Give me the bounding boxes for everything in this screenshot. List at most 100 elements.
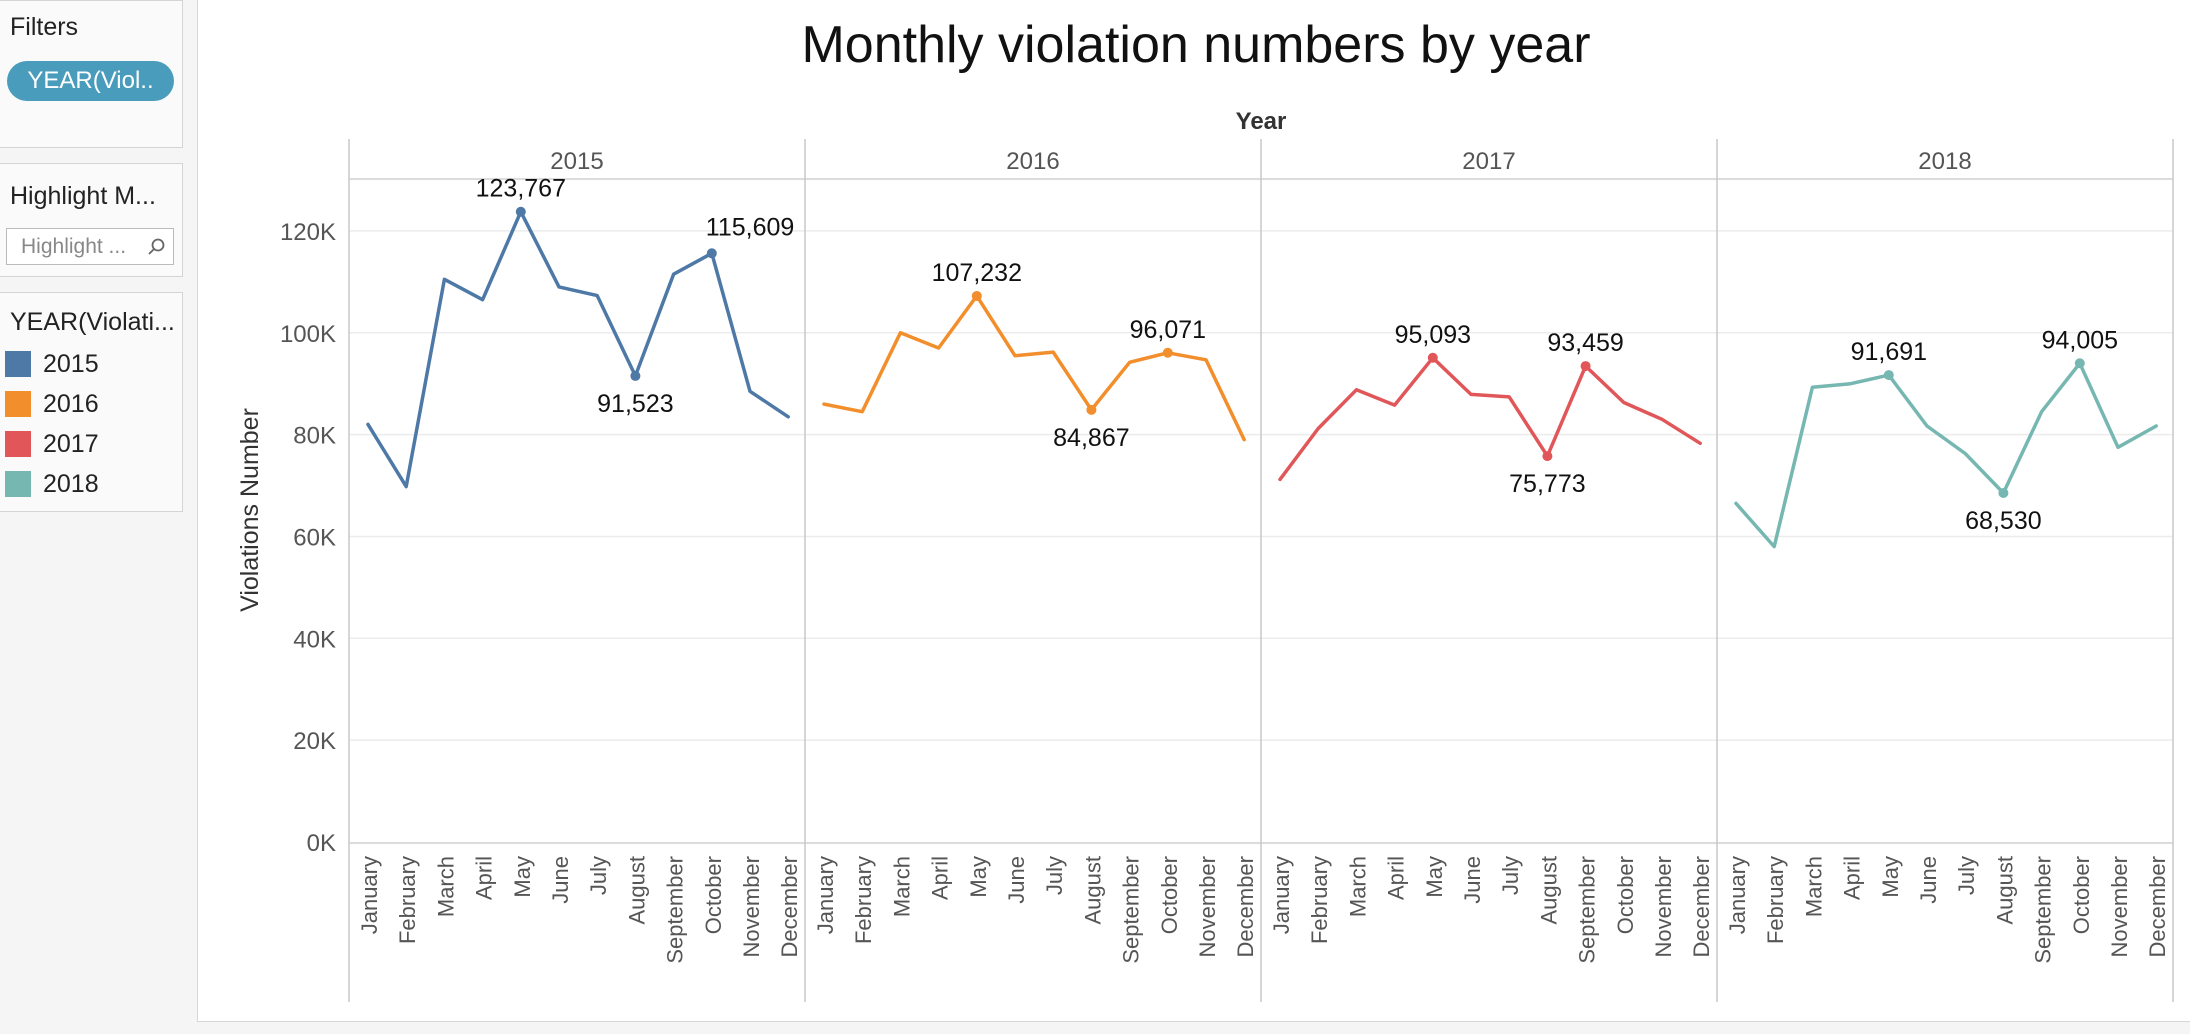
y-tick-label: 80K xyxy=(293,423,336,450)
filters-title: Filters xyxy=(10,13,79,41)
data-point-marker xyxy=(1998,488,2009,499)
y-tick-label: 120K xyxy=(280,219,336,246)
legend-title: YEAR(Violati... xyxy=(10,308,175,336)
x-tick-label: December xyxy=(2145,856,2170,957)
x-tick-label: March xyxy=(433,856,458,917)
data-point-marker xyxy=(1162,347,1173,358)
x-tick-label: September xyxy=(1575,856,1600,964)
sidebar: Filters YEAR(Viol.. Highlight M... Highl… xyxy=(0,0,185,1034)
x-tick-label: May xyxy=(510,856,535,898)
x-tick-label: June xyxy=(1916,856,1941,904)
x-tick-label: January xyxy=(1269,856,1294,934)
x-tick-label: December xyxy=(1689,856,1714,957)
y-tick-label: 20K xyxy=(293,728,336,755)
y-axis-label: Violations Number xyxy=(236,408,264,612)
data-label: 95,093 xyxy=(1395,321,1471,349)
x-tick-label: October xyxy=(2069,856,2094,934)
data-point-marker xyxy=(1427,352,1438,363)
highlight-search-input[interactable]: Highlight ... xyxy=(6,228,174,265)
line-chart: Monthly violation numbers by year Year V… xyxy=(236,16,2174,1002)
data-label: 75,773 xyxy=(1509,470,1585,498)
data-point-marker xyxy=(1883,370,1894,381)
data-label: 93,459 xyxy=(1547,329,1623,357)
filters-card: Filters YEAR(Viol.. xyxy=(0,0,183,148)
x-tick-label: June xyxy=(548,856,573,904)
x-tick-label: July xyxy=(586,856,611,895)
series-line-2015 xyxy=(366,209,790,489)
series-line-2016 xyxy=(822,294,1246,442)
x-tick-label: May xyxy=(966,856,991,898)
x-tick-label: January xyxy=(357,856,382,934)
legend-label: 2015 xyxy=(43,350,99,378)
panel-header-2015: 2015 xyxy=(550,148,603,175)
legend-label: 2017 xyxy=(43,430,99,458)
x-tick-label: September xyxy=(1119,856,1144,964)
y-tick-label: 60K xyxy=(293,524,336,551)
y-tick-label: 0K xyxy=(307,830,336,857)
x-tick-label: April xyxy=(1384,856,1409,900)
data-label: 91,691 xyxy=(1851,338,1927,366)
x-tick-label: October xyxy=(701,856,726,934)
y-tick-label: 40K xyxy=(293,626,336,653)
data-point-marker xyxy=(971,290,982,301)
x-tick-label: December xyxy=(777,856,802,957)
data-label: 84,867 xyxy=(1053,424,1129,452)
series-line-2018 xyxy=(1734,361,2158,549)
data-point-marker xyxy=(515,206,526,217)
x-tick-label: May xyxy=(1422,856,1447,898)
data-label: 68,530 xyxy=(1965,507,2041,535)
legend-card: YEAR(Violati... 2015 2016 2017 2018 xyxy=(0,292,183,512)
x-tick-label: March xyxy=(889,856,914,917)
x-tick-label: August xyxy=(1080,856,1105,925)
data-label: 115,609 xyxy=(706,213,795,241)
x-tick-label: April xyxy=(1840,856,1865,900)
data-point-marker xyxy=(2074,358,2085,369)
y-tick-label: 100K xyxy=(280,321,336,348)
x-tick-label: October xyxy=(1157,856,1182,934)
x-tick-label: June xyxy=(1460,856,1485,904)
x-tick-label: July xyxy=(1498,856,1523,895)
x-tick-label: January xyxy=(813,856,838,934)
x-tick-label: August xyxy=(624,856,649,925)
x-tick-label: February xyxy=(1307,856,1332,944)
year-filter-pill[interactable]: YEAR(Viol.. xyxy=(7,61,174,101)
x-tick-label: November xyxy=(1651,856,1676,957)
highlight-search-placeholder: Highlight ... xyxy=(21,235,127,258)
legend-label: 2018 xyxy=(43,470,99,498)
x-tick-label: December xyxy=(1233,856,1258,957)
x-tick-label: May xyxy=(1878,856,1903,898)
highlight-title: Highlight M... xyxy=(10,182,156,210)
data-point-marker xyxy=(706,248,717,259)
panel-header-2018: 2018 xyxy=(1918,148,1971,175)
data-label: 123,767 xyxy=(476,175,566,203)
data-point-marker xyxy=(630,370,641,381)
legend-swatch xyxy=(5,471,31,497)
x-tick-label: March xyxy=(1801,856,1826,917)
x-tick-label: November xyxy=(2107,856,2132,957)
x-tick-label: March xyxy=(1345,856,1370,917)
search-icon xyxy=(148,238,165,255)
x-tick-label: February xyxy=(1763,856,1788,944)
x-tick-label: January xyxy=(1725,856,1750,934)
data-label: 96,071 xyxy=(1130,316,1206,344)
x-tick-label: June xyxy=(1004,856,1029,904)
x-tick-label: October xyxy=(1613,856,1638,934)
legend-label: 2016 xyxy=(43,390,99,418)
x-tick-label: September xyxy=(663,856,688,964)
legend-swatch xyxy=(5,431,31,457)
column-header-year: Year xyxy=(1236,108,1287,135)
x-tick-label: August xyxy=(1536,856,1561,925)
x-tick-label: February xyxy=(851,856,876,944)
chart-title: Monthly violation numbers by year xyxy=(801,16,1590,74)
chart-canvas: Monthly violation numbers by year Year V… xyxy=(197,0,2190,1022)
data-point-marker xyxy=(1542,451,1553,462)
x-tick-label: April xyxy=(928,856,953,900)
panel-header-2017: 2017 xyxy=(1462,148,1515,175)
data-point-marker xyxy=(1086,404,1097,415)
data-label: 91,523 xyxy=(597,390,673,418)
x-tick-label: November xyxy=(1195,856,1220,957)
x-tick-label: April xyxy=(472,856,497,900)
series-line-2017 xyxy=(1278,356,1702,482)
x-tick-label: August xyxy=(1992,856,2017,925)
data-point-marker xyxy=(1580,361,1591,372)
